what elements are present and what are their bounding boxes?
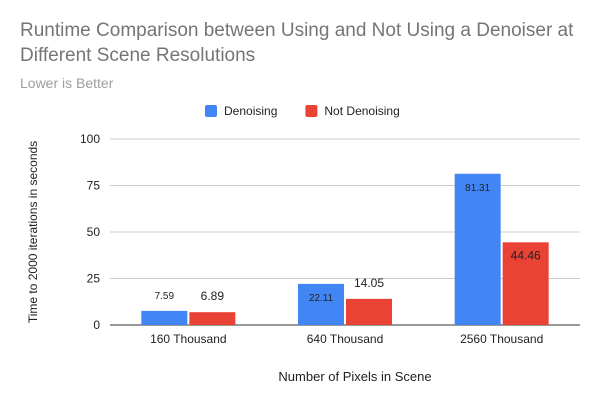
legend-swatch bbox=[305, 105, 318, 117]
bar-denoising bbox=[141, 310, 188, 325]
legend-label: Denoising bbox=[224, 104, 277, 118]
y-axis-title: Time to 2000 iterations in seconds bbox=[26, 141, 40, 323]
data-label: 7.59 bbox=[155, 291, 175, 302]
x-tick-label: 2560 Thousand bbox=[460, 332, 543, 346]
chart-subtitle: Lower is Better bbox=[20, 75, 114, 91]
data-label: 14.05 bbox=[354, 276, 384, 290]
y-tick-label: 25 bbox=[87, 272, 101, 286]
legend-swatch bbox=[205, 105, 217, 117]
data-label: 22.11 bbox=[309, 293, 334, 304]
bar-not-denoising bbox=[502, 242, 549, 325]
x-axis-title: Number of Pixels in Scene bbox=[278, 369, 431, 384]
bar-not-denoising bbox=[189, 312, 236, 325]
y-tick-label: 0 bbox=[93, 318, 100, 332]
bar-denoising bbox=[454, 173, 501, 325]
legend-label: Not Denoising bbox=[324, 104, 399, 118]
y-tick-label: 50 bbox=[87, 225, 101, 239]
y-tick-label: 75 bbox=[87, 179, 101, 193]
y-tick-label: 100 bbox=[80, 132, 100, 146]
x-tick-label: 160 Thousand bbox=[150, 332, 227, 346]
chart-title: Runtime Comparison between Using and Not… bbox=[20, 20, 574, 66]
bar-denoising bbox=[298, 283, 344, 325]
data-label: 6.89 bbox=[201, 289, 225, 303]
data-label: 81.31 bbox=[465, 183, 490, 194]
data-label: 44.46 bbox=[511, 248, 541, 262]
x-tick-label: 640 Thousand bbox=[307, 332, 384, 346]
bar-not-denoising bbox=[346, 298, 392, 325]
